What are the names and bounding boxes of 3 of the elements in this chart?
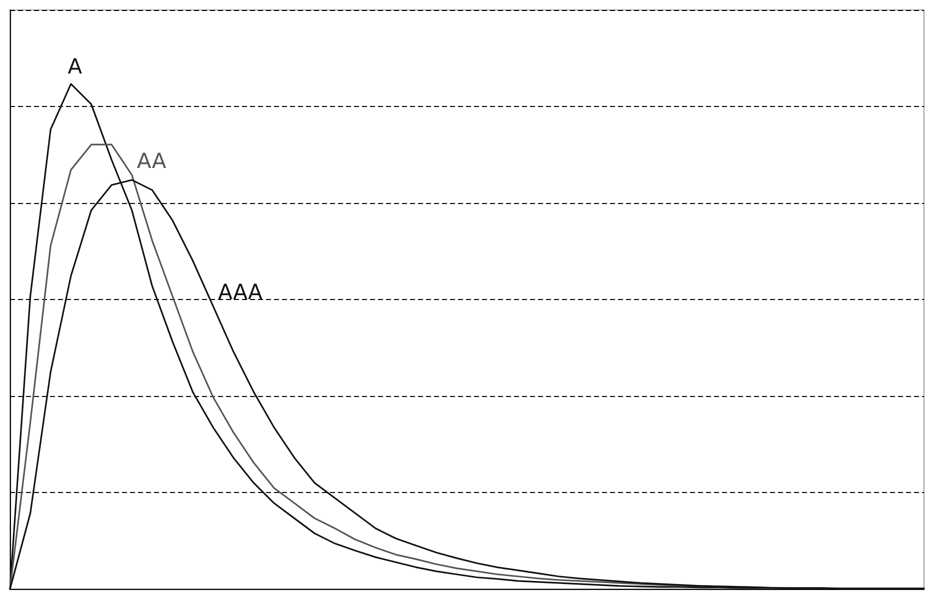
series-label: A	[68, 54, 83, 78]
series-label: AAA	[218, 280, 264, 304]
series-label: AA	[136, 148, 167, 173]
